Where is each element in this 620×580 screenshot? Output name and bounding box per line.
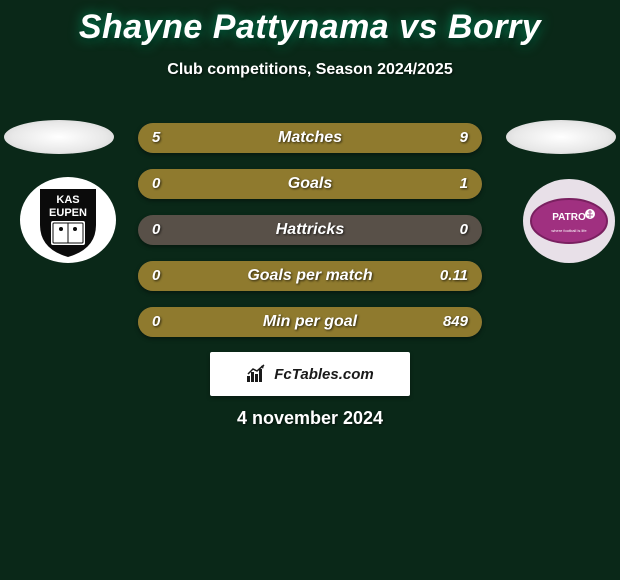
- player-photo-left: [4, 120, 114, 154]
- chart-icon: [246, 364, 268, 384]
- svg-text:where football is life: where football is life: [551, 228, 587, 233]
- svg-text:EUPEN: EUPEN: [49, 207, 87, 219]
- svg-text:PATRO: PATRO: [552, 212, 586, 223]
- stat-value-right: 1: [460, 169, 468, 199]
- stat-value-right: 9: [460, 123, 468, 153]
- club-badge-left: KAS EUPEN: [18, 175, 118, 265]
- club-badge-right: PATRO where football is life: [522, 178, 616, 264]
- stat-row: 0Hattricks0: [138, 215, 482, 245]
- stat-row: 5Matches9: [138, 123, 482, 153]
- date-label: 4 november 2024: [0, 408, 620, 429]
- player-photo-right: [506, 120, 616, 154]
- brand-text: FcTables.com: [274, 366, 373, 383]
- stat-row: 0Goals per match0.11: [138, 261, 482, 291]
- stat-label: Min per goal: [138, 307, 482, 337]
- stat-row: 0Goals1: [138, 169, 482, 199]
- stat-row: 0Min per goal849: [138, 307, 482, 337]
- stat-label: Hattricks: [138, 215, 482, 245]
- stat-value-right: 0: [460, 215, 468, 245]
- stat-value-right: 849: [443, 307, 468, 337]
- stat-label: Matches: [138, 123, 482, 153]
- svg-text:KAS: KAS: [56, 194, 79, 206]
- stat-label: Goals per match: [138, 261, 482, 291]
- stat-value-right: 0.11: [440, 261, 468, 291]
- comparison-subtitle: Club competitions, Season 2024/2025: [0, 61, 620, 79]
- brand-badge: FcTables.com: [210, 352, 410, 396]
- comparison-title: Shayne Pattynama vs Borry: [0, 0, 620, 47]
- stat-label: Goals: [138, 169, 482, 199]
- stats-container: 5Matches90Goals10Hattricks00Goals per ma…: [138, 123, 482, 353]
